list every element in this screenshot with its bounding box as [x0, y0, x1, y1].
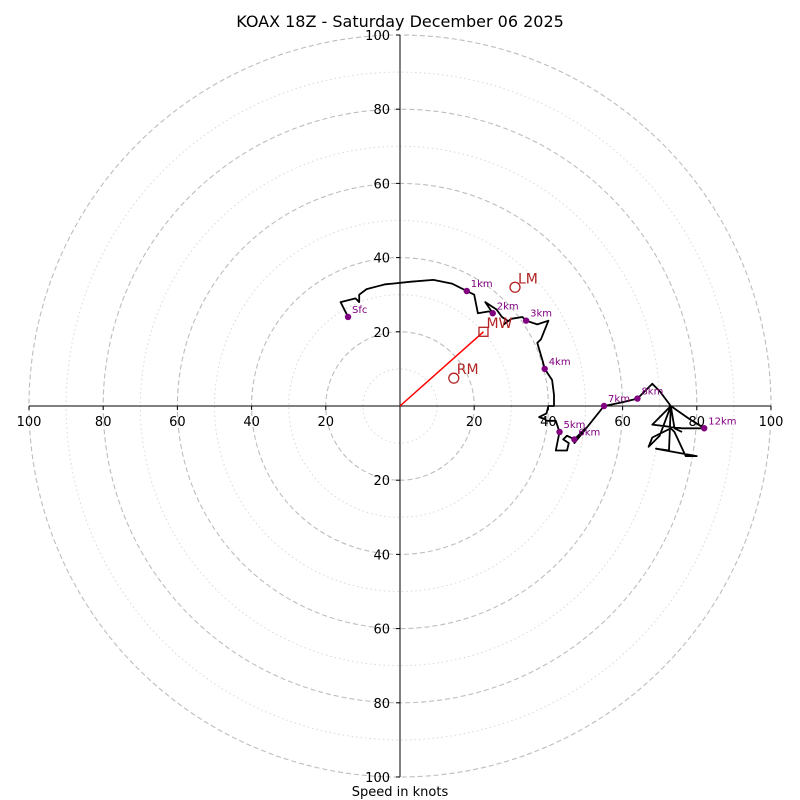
height-marker-dot — [634, 395, 641, 402]
x-tick-label: 40 — [243, 415, 260, 430]
chart-title: KOAX 18Z - Saturday December 06 2025 — [236, 12, 564, 31]
storm-motion-label: LM — [518, 271, 538, 287]
height-marker-dot — [701, 425, 708, 432]
height-marker-label: 12km — [708, 416, 736, 427]
storm-motion-label: RM — [457, 362, 479, 378]
hodograph-trace — [339, 278, 706, 458]
height-marker-dot — [489, 310, 496, 317]
height-marker-dot — [571, 436, 578, 443]
x-tick-label: 60 — [169, 415, 186, 430]
height-marker-label: 1km — [471, 279, 493, 290]
height-marker-dot — [541, 365, 548, 373]
height-marker-label: Sfc — [352, 305, 367, 316]
height-marker-dot — [600, 402, 608, 410]
storm-motion-marker — [509, 281, 521, 293]
y-tick-label: 80 — [373, 103, 390, 118]
x-tick-label: 20 — [318, 415, 335, 430]
y-tick-label: 60 — [373, 623, 390, 638]
storm-motion-points: LM MW RM — [448, 271, 538, 384]
hodograph-trace-group — [339, 278, 706, 458]
storm-motion-label: MW — [486, 316, 512, 332]
height-marker-label: 2km — [497, 301, 519, 312]
x-axis-label: Speed in knots — [352, 785, 449, 800]
height-marker-dot — [522, 317, 530, 324]
y-tick-label: 20 — [373, 474, 390, 489]
height-marker-dot — [556, 428, 563, 436]
height-marker-label: 4km — [549, 357, 571, 368]
storm-motion-vector — [399, 331, 484, 407]
y-tick-label: 40 — [373, 548, 390, 563]
y-tick-label: 60 — [373, 177, 390, 192]
height-marker-dot — [463, 287, 470, 295]
storm-motion-marker — [448, 372, 460, 384]
y-tick-label: 100 — [365, 29, 390, 44]
x-tick-label: 60 — [614, 415, 631, 430]
tick-labels: 100 80 60 40 20 20 40 60 80 100 100 80 60 40 20 20 40 60 8… — [17, 29, 784, 786]
height-marker-label: 5km — [564, 420, 586, 431]
x-tick-label: 40 — [540, 415, 557, 430]
height-marker-dot — [344, 313, 352, 321]
height-marker-label: 6km — [578, 427, 600, 438]
storm-motion-marker — [478, 326, 489, 337]
x-tick-label: 100 — [759, 415, 784, 430]
x-tick-label: 80 — [95, 415, 112, 430]
y-tick-label: 40 — [373, 252, 390, 267]
height-marker-label: 7km — [608, 394, 630, 405]
y-tick-label: 100 — [365, 771, 390, 786]
x-tick-label: 100 — [17, 415, 42, 430]
height-marker-label: 8km — [641, 387, 663, 398]
y-tick-label: 20 — [373, 326, 390, 341]
y-tick-label: 80 — [373, 697, 390, 712]
storm-motion-vector-group — [399, 331, 484, 407]
height-marker-label: 3km — [530, 309, 552, 320]
x-tick-label: 20 — [466, 415, 483, 430]
